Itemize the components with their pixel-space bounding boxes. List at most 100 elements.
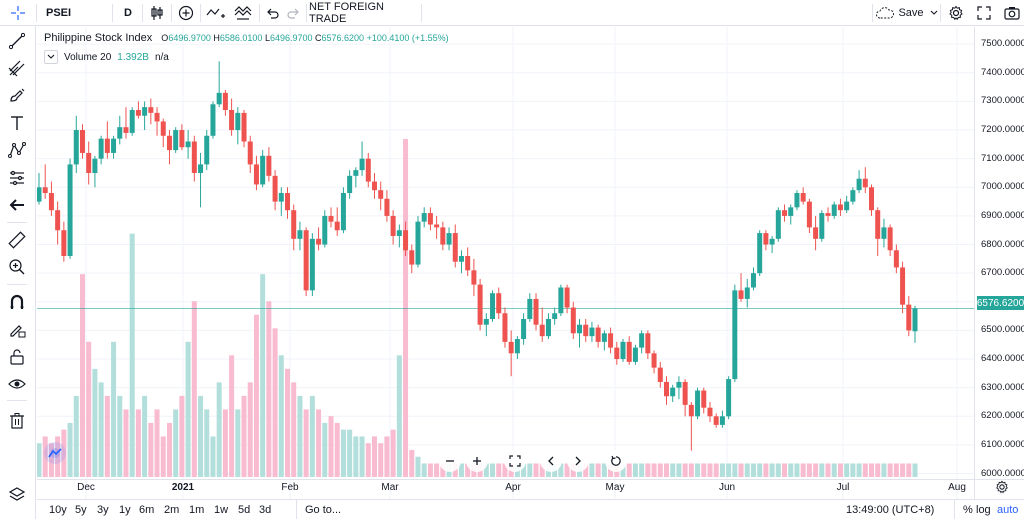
candle-body — [216, 92, 222, 105]
candle-body — [347, 175, 353, 194]
timezone-button[interactable]: 13:49:00 (UTC+8) — [846, 500, 934, 519]
log-toggle[interactable]: log — [976, 500, 991, 519]
range-button-5y[interactable]: 5y — [75, 504, 87, 516]
candle-body — [782, 210, 788, 216]
settings-gear-icon[interactable] — [944, 0, 968, 26]
volume-bar — [757, 463, 763, 477]
compare-add-icon[interactable] — [174, 0, 198, 26]
net-foreign-trade-button[interactable]: NET FOREIGN TRADE — [309, 0, 419, 26]
crosshair-icon[interactable] — [6, 0, 30, 26]
candle-body — [726, 379, 732, 417]
save-button[interactable]: Save — [876, 0, 938, 26]
trash-icon[interactable] — [4, 410, 30, 432]
range-button-1w[interactable]: 1w — [214, 504, 229, 516]
candle-body — [881, 227, 887, 239]
text-tool-icon[interactable] — [4, 112, 30, 134]
volume-bar — [204, 409, 210, 477]
candle-body — [552, 313, 558, 319]
tradingview-logo-icon[interactable] — [44, 442, 66, 464]
candle-body — [521, 318, 527, 340]
volume-bar — [626, 463, 632, 477]
indicators-icon[interactable] — [203, 0, 229, 26]
volume-bar — [55, 436, 61, 477]
range-button-3d[interactable]: 3d — [259, 504, 272, 516]
legend-c-key: C — [315, 33, 322, 43]
candle-body — [204, 135, 210, 165]
redo-icon[interactable] — [284, 0, 304, 26]
auto-toggle[interactable]: auto — [997, 500, 1018, 519]
eye-icon[interactable] — [4, 373, 30, 395]
volume-bar — [496, 463, 502, 477]
candle-body — [763, 233, 769, 245]
undo-icon[interactable] — [262, 0, 282, 26]
candle-body — [328, 215, 334, 222]
range-button-6m[interactable]: 6m — [139, 504, 155, 516]
range-button-1y[interactable]: 1y — [119, 504, 131, 516]
candle-body — [222, 92, 228, 111]
candle-body — [309, 238, 315, 291]
volume-bar — [396, 355, 402, 477]
chevron-left-icon — [548, 456, 554, 466]
volume-label[interactable]: Volume 20 — [64, 51, 112, 63]
price-chart[interactable] — [37, 27, 1024, 499]
candle-body — [316, 238, 322, 245]
layers-icon[interactable] — [4, 484, 30, 506]
legend-symbol-name[interactable]: Philippine Stock Index — [44, 32, 153, 44]
candle-body — [744, 287, 750, 299]
percent-toggle[interactable]: % — [954, 500, 973, 519]
volume-bar — [651, 463, 657, 477]
goto-button[interactable]: Go to... — [296, 500, 341, 519]
collapse-legend-button[interactable] — [44, 50, 58, 64]
reset-scale-button[interactable] — [504, 450, 526, 472]
candle-body — [229, 110, 235, 131]
reset-chart-button[interactable] — [605, 450, 627, 472]
magnet-icon[interactable] — [4, 292, 30, 314]
candle-body — [452, 233, 458, 262]
range-button-3y[interactable]: 3y — [97, 504, 109, 516]
interval-button[interactable]: D — [116, 0, 140, 26]
lock-drawing-pencil-icon[interactable] — [4, 319, 30, 341]
time-axis-settings-icon[interactable] — [993, 478, 1011, 496]
percent-label: % — [963, 504, 973, 516]
bar-style-icon[interactable] — [145, 0, 169, 26]
prediction-tool-icon[interactable] — [4, 167, 30, 189]
volume-bar — [191, 301, 197, 477]
candle-body — [757, 233, 763, 274]
scroll-left-button[interactable] — [540, 450, 562, 472]
snapshot-camera-icon[interactable] — [1000, 0, 1024, 26]
arrow-left-icon[interactable] — [4, 194, 30, 216]
symbol-search-button[interactable]: PSEI — [40, 0, 110, 26]
zoom-in-icon[interactable] — [4, 256, 30, 278]
candle-body — [266, 155, 272, 176]
candle-body — [123, 127, 129, 133]
volume-bar — [744, 463, 750, 477]
pattern-icon[interactable] — [4, 139, 30, 161]
candle-body — [688, 404, 694, 417]
candle-body — [589, 327, 595, 337]
ruler-icon[interactable] — [4, 229, 30, 251]
chart-canvas[interactable] — [37, 27, 1024, 499]
unlock-icon[interactable] — [4, 346, 30, 368]
price-tick-label: 6400.0000 — [981, 353, 1024, 365]
fullscreen-icon[interactable] — [972, 0, 996, 26]
price-tick-label: 6900.0000 — [981, 209, 1024, 221]
brush-icon[interactable] — [4, 84, 30, 106]
volume-bar — [632, 463, 638, 477]
zoom-out-button[interactable] — [439, 450, 461, 472]
candle-body — [837, 204, 843, 211]
volume-bar — [328, 416, 334, 477]
range-button-5d[interactable]: 5d — [238, 504, 251, 516]
trend-line-icon[interactable] — [4, 30, 30, 52]
range-button-1m[interactable]: 1m — [189, 504, 205, 516]
zoom-in-button[interactable] — [466, 450, 488, 472]
volume-bar — [266, 301, 272, 477]
volume-bar — [185, 341, 191, 477]
candle-body — [483, 318, 489, 325]
range-button-10y[interactable]: 10y — [49, 504, 67, 516]
scroll-right-button[interactable] — [567, 450, 589, 472]
pitchfork-icon[interactable] — [4, 57, 30, 79]
range-button-2m[interactable]: 2m — [164, 504, 180, 516]
volume-extra: n/a — [154, 51, 169, 63]
volume-bar — [639, 463, 645, 477]
templates-icon[interactable] — [231, 0, 257, 26]
